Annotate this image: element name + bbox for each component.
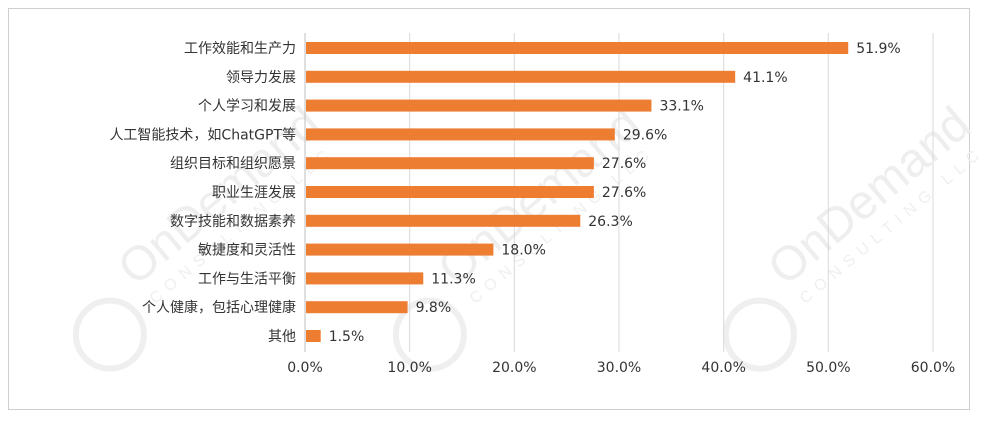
bar (306, 157, 594, 170)
bar (306, 243, 494, 256)
watermark-logo-icon (722, 297, 797, 372)
category-label: 工作效能和生产力 (184, 41, 296, 57)
data-label: 29.6% (623, 127, 667, 143)
category-label: 个人学习和发展 (198, 99, 296, 115)
watermark-logo-icon (72, 297, 147, 372)
watermark-brand: OnDemand (758, 97, 980, 295)
data-label: 27.6% (602, 185, 646, 201)
x-tick-label: 20.0% (492, 360, 536, 376)
category-label: 工作与生活平衡 (198, 271, 296, 287)
data-label: 11.3% (431, 271, 475, 287)
data-label: 27.6% (602, 156, 646, 172)
category-label: 领导力发展 (226, 70, 296, 86)
bar (306, 301, 408, 314)
data-label: 26.3% (588, 214, 632, 230)
x-tick-label: 50.0% (806, 360, 850, 376)
x-tick-labels: 0.0% 10.0% 20.0% 30.0% 40.0% 50.0% 60.0% (287, 360, 955, 376)
category-label: 个人健康，包括心理健康 (142, 299, 296, 316)
data-label: 18.0% (501, 243, 545, 259)
bar (306, 272, 424, 285)
data-label: 9.8% (416, 300, 452, 316)
bar (306, 42, 849, 54)
x-tick-label: 0.0% (287, 360, 323, 376)
bar (306, 128, 615, 141)
data-label: 1.5% (329, 329, 365, 345)
bar (306, 186, 594, 198)
x-tick-label: 40.0% (701, 360, 745, 376)
category-labels: 工作效能和生产力领导力发展个人学习和发展人工智能技术，如ChatGPT等组织目标… (109, 41, 296, 345)
data-label: 51.9% (856, 41, 900, 57)
category-label: 职业生涯发展 (212, 185, 296, 201)
x-tick-label: 10.0% (387, 360, 431, 376)
category-label: 其他 (268, 329, 296, 345)
category-label: 人工智能技术，如ChatGPT等 (109, 126, 296, 143)
bar (306, 70, 736, 83)
data-label: 33.1% (659, 99, 703, 115)
bar (306, 99, 652, 112)
x-tick-label: 30.0% (597, 360, 641, 376)
category-label: 数字技能和数据素养 (170, 214, 296, 230)
data-label: 41.1% (743, 70, 787, 86)
category-label: 敏捷度和灵活性 (198, 243, 296, 259)
category-label: 组织目标和组织愿景 (170, 156, 296, 172)
bar (306, 330, 321, 342)
bar (306, 214, 581, 227)
value-labels: 51.9% 41.1% 33.1% 29.6% 27.6% 27.6% 26.3% 18.0%… (329, 41, 901, 345)
bars (306, 42, 849, 342)
watermark-logo-icon (392, 297, 467, 372)
x-tick-label: 60.0% (911, 360, 955, 376)
